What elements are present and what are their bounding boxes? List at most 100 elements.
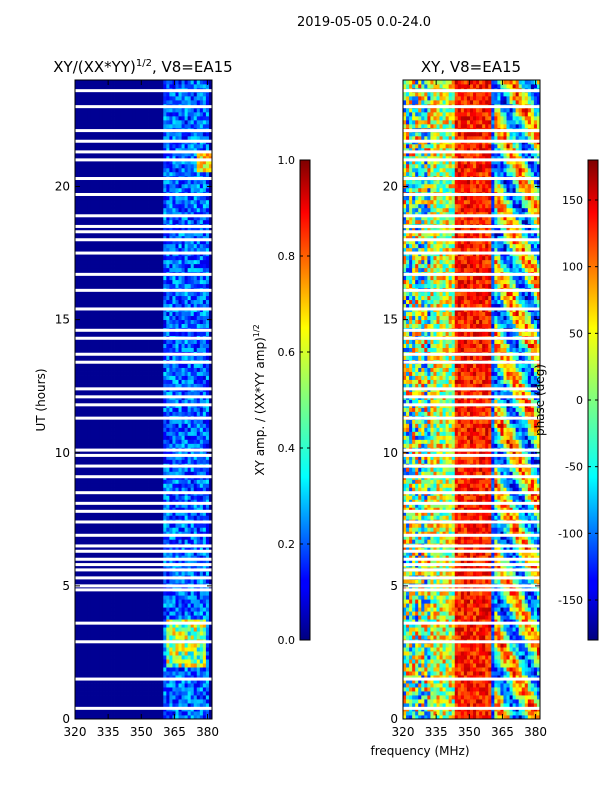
heatmap-cell — [132, 611, 137, 616]
heatmap-cell — [141, 555, 146, 560]
heatmap-cell — [135, 467, 140, 472]
heatmap-cell — [196, 611, 201, 616]
heatmap-cell — [151, 675, 155, 680]
heatmap-cell — [129, 503, 134, 508]
heatmap-cell — [202, 459, 207, 464]
heatmap-cell — [157, 291, 161, 297]
heatmap-cell — [151, 679, 155, 684]
heatmap-cell — [181, 483, 185, 488]
heatmap-cell — [123, 531, 128, 536]
heatmap-cell — [99, 711, 103, 716]
heatmap-cell — [126, 379, 131, 384]
heatmap-cell — [141, 671, 146, 676]
heatmap-cell — [99, 535, 103, 540]
heatmap-cell — [117, 379, 122, 384]
heatmap-cell — [160, 487, 164, 492]
heatmap-cell — [199, 699, 204, 704]
heatmap-cell — [175, 551, 179, 556]
heatmap-cell — [81, 659, 85, 664]
heatmap-cell — [120, 643, 125, 648]
heatmap-cell — [99, 671, 103, 676]
heatmap-cell — [108, 551, 112, 556]
heatmap-cell — [135, 559, 140, 564]
heatmap-cell — [163, 371, 167, 376]
heatmap-cell — [105, 683, 109, 688]
heatmap-cell — [93, 283, 97, 289]
heatmap-cell — [196, 703, 201, 708]
heatmap-cell — [151, 379, 155, 384]
heatmap-cell — [81, 451, 85, 456]
heatmap-cell — [108, 595, 112, 600]
heatmap-cell — [93, 511, 97, 516]
heatmap-cell — [135, 291, 140, 297]
heatmap-cell — [117, 347, 122, 352]
heatmap-cell — [157, 467, 161, 472]
heatmap-cell — [184, 283, 189, 289]
heatmap-cell — [123, 379, 128, 384]
heatmap-cell — [78, 699, 82, 704]
heatmap-cell — [75, 367, 79, 372]
heatmap-cell — [190, 667, 195, 672]
heatmap-cell — [102, 679, 106, 684]
heatmap-cell — [172, 603, 176, 608]
heatmap-cell — [126, 691, 131, 696]
heatmap-cell — [145, 683, 149, 688]
heatmap-cell — [205, 663, 210, 668]
heatmap-cell — [90, 643, 94, 648]
heatmap-cell — [205, 623, 210, 628]
heatmap-cell — [148, 439, 152, 444]
heatmap-cell — [93, 547, 97, 552]
heatmap-cell — [196, 375, 201, 380]
heatmap-cell — [120, 715, 125, 720]
heatmap-cell — [154, 407, 158, 412]
heatmap-cell — [205, 647, 210, 652]
heatmap-cell — [117, 539, 122, 544]
heatmap-cell — [132, 379, 137, 384]
heatmap-cell — [190, 607, 195, 612]
heatmap-cell — [160, 455, 164, 460]
heatmap-cell — [123, 683, 128, 688]
heatmap-cell — [178, 715, 182, 720]
heatmap-cell — [81, 303, 85, 309]
heatmap-cell — [178, 687, 182, 692]
heatmap-cell — [202, 651, 207, 656]
heatmap-cell — [111, 619, 115, 624]
heatmap-cell — [145, 343, 149, 348]
heatmap-cell — [99, 319, 103, 325]
heatmap-cell — [141, 343, 146, 348]
heatmap-cell — [99, 607, 103, 612]
heatmap-cell — [114, 487, 119, 492]
heatmap-cell — [160, 407, 164, 412]
heatmap-cell — [151, 391, 155, 396]
heatmap-cell — [172, 699, 176, 704]
heatmap-cell — [187, 615, 192, 620]
heatmap-cell — [190, 439, 195, 444]
heatmap-cell — [105, 527, 109, 532]
heatmap-cell — [157, 427, 161, 432]
heatmap-cell — [199, 687, 204, 692]
heatmap-cell — [202, 331, 207, 336]
heatmap-cell — [129, 527, 134, 532]
heatmap-cell — [141, 627, 146, 632]
heatmap-cell — [190, 495, 195, 500]
heatmap-cell — [193, 615, 198, 620]
heatmap-cell — [196, 467, 201, 472]
heatmap-cell — [123, 647, 128, 652]
heatmap-cell — [81, 651, 85, 656]
heatmap-cell — [157, 507, 161, 512]
heatmap-cell — [90, 591, 94, 596]
heatmap-cell — [160, 595, 164, 600]
heatmap-cell — [138, 671, 143, 676]
heatmap-cell — [196, 679, 201, 684]
heatmap-cell — [114, 467, 119, 472]
heatmap-cell — [96, 503, 100, 508]
heatmap-cell — [84, 363, 88, 368]
heatmap-cell — [99, 559, 103, 564]
heatmap-cell — [111, 499, 115, 504]
heatmap-cell — [190, 663, 195, 668]
heatmap-cell — [132, 683, 137, 688]
heatmap-cell — [184, 655, 189, 660]
heatmap-cell — [157, 503, 161, 508]
heatmap-cell — [193, 347, 198, 352]
heatmap-cell — [123, 631, 128, 636]
